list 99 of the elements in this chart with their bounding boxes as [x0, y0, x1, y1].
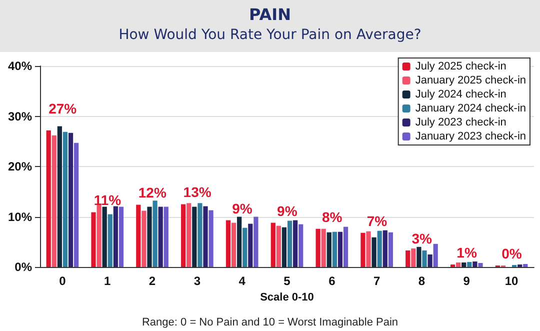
bar	[158, 206, 163, 267]
bar	[186, 203, 192, 267]
bar	[382, 230, 388, 267]
bar	[136, 204, 141, 267]
y-tick-label: 0%	[14, 260, 32, 274]
x-tick-label: 2	[148, 274, 156, 288]
bar	[102, 206, 107, 267]
bar	[237, 216, 242, 267]
bar	[450, 264, 456, 267]
data-label: 1%	[456, 244, 478, 260]
bar	[46, 130, 51, 267]
x-tick-label: 7	[373, 274, 380, 288]
data-label: 9%	[277, 202, 298, 219]
bar	[523, 264, 528, 267]
bar	[433, 244, 438, 267]
bar	[248, 224, 253, 267]
y-tick-label: 20%	[8, 160, 32, 174]
data-label: 8%	[322, 208, 343, 225]
x-tick-label: 6	[328, 274, 336, 288]
bar	[74, 142, 79, 267]
x-tick-label: 0	[59, 274, 66, 288]
bar	[456, 262, 461, 267]
bar	[226, 220, 231, 267]
x-tick-label: 4	[238, 274, 246, 288]
bar	[287, 220, 292, 267]
bar	[388, 232, 393, 267]
bar	[467, 262, 472, 267]
bar	[406, 250, 410, 267]
x-tick-label: 5	[284, 274, 291, 288]
bar	[192, 206, 197, 267]
bar	[428, 254, 432, 267]
legend-label: January 2024 check-in	[415, 102, 526, 114]
bar	[366, 231, 371, 267]
x-tick-label: 10	[504, 274, 519, 288]
bar	[57, 126, 62, 267]
data-label: 9%	[232, 200, 253, 216]
bar	[360, 232, 366, 267]
y-tick-label: 10%	[8, 210, 32, 224]
bar	[152, 200, 158, 267]
bar	[293, 220, 298, 267]
bar	[181, 204, 186, 267]
bar	[270, 222, 276, 267]
bar	[472, 261, 478, 267]
bar	[198, 203, 202, 267]
data-label: 7%	[366, 212, 388, 229]
bar	[164, 206, 168, 267]
bar	[276, 226, 281, 267]
bar	[338, 232, 343, 267]
bar	[377, 230, 382, 267]
x-axis-title: Scale 0-10	[260, 291, 314, 304]
bar	[282, 227, 287, 267]
bar	[372, 237, 376, 267]
bar	[416, 246, 422, 267]
bar	[118, 206, 124, 267]
bar	[462, 262, 466, 267]
chart-title: PAIN	[248, 4, 292, 25]
bar	[321, 228, 326, 267]
bar	[316, 228, 320, 267]
chart-subtitle: How Would You Rate Your Pain on Average?	[118, 26, 422, 45]
x-tick-label: 3	[194, 274, 201, 288]
bar	[231, 222, 236, 267]
y-tick-label: 30%	[8, 109, 32, 124]
bar	[52, 135, 56, 267]
legend-label: July 2025 check-in	[415, 60, 506, 72]
legend-label: July 2023 check-in	[415, 116, 506, 128]
data-label: 13%	[183, 184, 212, 200]
bar	[208, 210, 214, 267]
bar	[142, 210, 146, 267]
data-label: 27%	[48, 100, 78, 116]
bar	[113, 206, 118, 267]
bar	[62, 132, 68, 267]
legend-label: July 2024 check-in	[415, 88, 506, 100]
bar	[91, 212, 96, 267]
bar	[326, 232, 332, 267]
bar	[422, 250, 427, 267]
data-label: 12%	[138, 184, 167, 201]
data-label: 11%	[94, 192, 122, 208]
bar	[242, 228, 248, 267]
bar	[96, 204, 102, 267]
x-tick-label: 8	[418, 274, 426, 288]
bar	[203, 206, 208, 267]
bar	[68, 132, 74, 267]
bar	[108, 214, 112, 267]
bar	[332, 232, 337, 267]
legend-label: January 2025 check-in	[415, 74, 526, 86]
bar	[518, 264, 522, 267]
x-tick-label: 9	[463, 274, 470, 288]
legend-label: January 2023 check-in	[415, 130, 526, 142]
data-label: 3%	[412, 230, 433, 246]
bar	[478, 262, 483, 267]
bar	[254, 216, 258, 267]
bar	[298, 224, 304, 267]
x-tick-label: 1	[104, 274, 112, 288]
data-label: 0%	[502, 245, 522, 262]
bar	[411, 248, 416, 267]
bar	[343, 226, 348, 267]
text: Range: 0 = No Pain and 10 = Worst Imaginable Pain	[142, 316, 398, 328]
y-tick-label: 40%	[8, 59, 32, 73]
bar	[147, 206, 152, 267]
